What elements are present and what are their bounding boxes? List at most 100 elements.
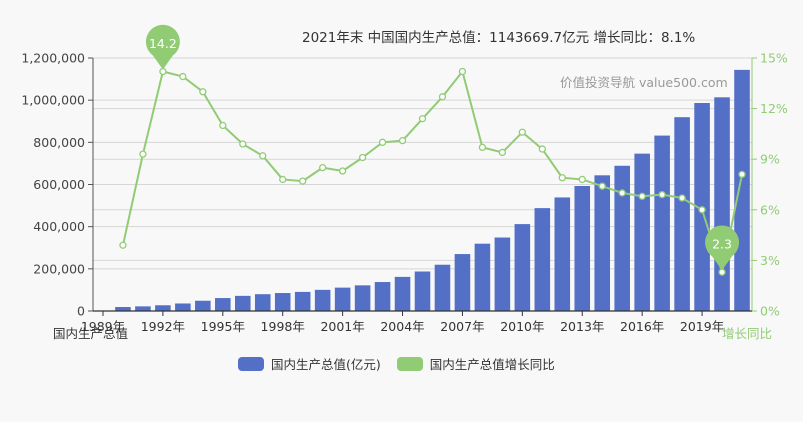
y-tick-label-left: 200,000 [33,261,85,276]
x-tick-label: 1992年 [141,319,185,334]
bar[interactable] [494,237,511,311]
y-tick-label-left: 0 [77,304,85,319]
growth-point[interactable] [299,177,307,185]
x-tick-label: 1989年 [81,319,125,334]
x-tick-label: 2016年 [620,319,664,334]
bar[interactable] [394,276,411,311]
bar[interactable] [474,243,491,311]
bar[interactable] [534,208,551,311]
x-tick-label: 1998年 [261,319,305,334]
growth-point[interactable] [658,190,666,199]
growth-point[interactable] [478,143,487,152]
growth-point[interactable] [259,152,267,160]
pin-marker [705,225,740,271]
growth-point[interactable] [598,182,606,190]
growth-point[interactable] [638,192,646,200]
pin-label: 14.2 [149,36,177,51]
growth-point[interactable] [119,241,127,249]
x-tick-label: 2013年 [560,319,604,334]
bar[interactable] [634,153,650,311]
growth-point[interactable] [139,150,147,158]
bar[interactable] [374,282,391,311]
growth-point[interactable] [458,67,467,76]
growth-point[interactable] [319,163,327,172]
bar[interactable] [734,69,750,311]
bar[interactable] [514,224,531,311]
bar[interactable] [254,294,271,311]
bar[interactable] [195,300,211,311]
x-tick-label: 2010年 [500,319,544,334]
growth-point[interactable] [578,175,586,184]
x-tick-label: 2007年 [440,319,484,334]
growth-point[interactable] [398,136,407,145]
bar[interactable] [294,291,311,311]
bar[interactable] [554,197,571,311]
bar[interactable] [274,293,291,311]
growth-point[interactable] [378,138,387,146]
y-tick-label-right: 15% [760,51,788,66]
bar[interactable] [434,264,451,311]
y-tick-label-left: 400,000 [33,219,85,234]
y-tick-label-right: 6% [760,202,780,217]
growth-point[interactable] [358,153,367,162]
bar[interactable] [115,307,131,311]
x-tick-label: 2004年 [380,319,424,334]
bar[interactable] [414,271,431,311]
bar[interactable] [714,97,730,311]
bar[interactable] [654,135,670,311]
legend: 国内生产总值(亿元) 国内生产总值增长同比 [238,354,571,373]
bar[interactable] [614,165,630,311]
chart-title: 2021年末 中国国内生产总值：1143669.7亿元 增长同比：8.1% [302,30,696,46]
bar[interactable] [175,303,191,311]
bar[interactable] [135,306,151,311]
y-tick-label-right: 3% [760,253,780,268]
legend-label-gdp: 国内生产总值(亿元) [271,357,381,372]
growth-point[interactable] [239,140,247,148]
growth-point[interactable] [678,194,686,202]
pin-label: 2.3 [712,237,732,252]
growth-point[interactable] [698,206,706,214]
bar[interactable] [454,254,471,311]
y-tick-label-left: 800,000 [33,135,85,150]
pin-marker [145,24,180,70]
watermark: 价值投资导航 value500.com [560,75,728,90]
bar[interactable] [155,305,171,311]
y-axis-left-name: 国内生产总值 [53,326,128,341]
bar[interactable] [234,295,251,311]
growth-point[interactable] [618,189,626,197]
growth-point[interactable] [279,175,287,184]
y-tick-label-right: 12% [760,101,788,116]
bar[interactable] [354,285,371,311]
legend-item-growth[interactable]: 国内生产总值增长同比 [396,354,555,373]
growth-point[interactable] [418,115,427,123]
growth-point[interactable] [518,128,526,136]
y-axis-right-name: 增长同比 [722,326,772,341]
legend-item-gdp[interactable]: 国内生产总值(亿元) [238,354,381,373]
growth-point[interactable] [338,167,347,175]
bar[interactable] [334,287,351,311]
x-tick-label: 2001年 [320,319,364,334]
bar[interactable] [314,289,331,311]
growth-point[interactable] [438,93,447,101]
y-tick-label-right: 0% [760,304,780,319]
bar[interactable] [674,117,690,311]
growth-point[interactable] [199,88,207,96]
x-tick-label: 2019年 [680,319,724,334]
legend-swatch-gdp [238,356,264,371]
y-tick-label-left: 1,000,000 [21,93,85,108]
growth-point[interactable] [558,174,566,182]
growth-point[interactable] [179,72,187,81]
bar[interactable] [594,175,611,311]
legend-label-growth: 国内生产总值增长同比 [429,357,555,372]
y-tick-label-left: 600,000 [33,177,85,192]
x-tick-label: 1995年 [201,319,245,334]
y-tick-label-left: 1,200,000 [21,51,85,66]
legend-swatch-growth [396,356,423,371]
growth-point[interactable] [538,145,546,153]
growth-point[interactable] [219,121,227,130]
bar[interactable] [574,185,591,311]
growth-point[interactable] [738,170,746,179]
growth-point[interactable] [498,148,507,157]
bar[interactable] [215,298,231,311]
y-tick-label-right: 9% [760,152,780,167]
